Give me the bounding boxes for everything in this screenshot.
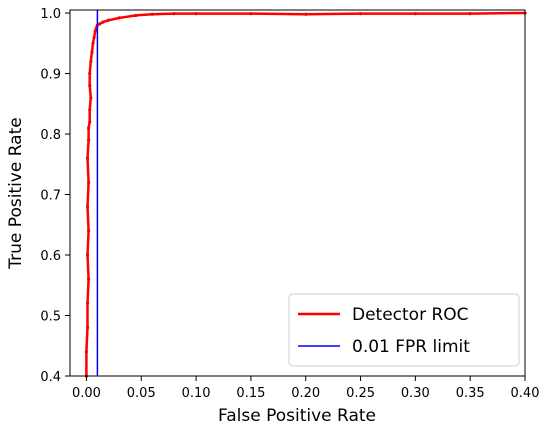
data-point [358, 12, 363, 16]
legend-label-detector-roc: Detector ROC [352, 305, 469, 325]
x-tick-label: 0.05 [127, 386, 156, 401]
x-axis-title: False Positive Rate [218, 406, 376, 426]
data-point [93, 29, 97, 33]
y-axis-title: True Positive Rate [6, 117, 26, 269]
data-point [98, 22, 102, 26]
plot-layer [84, 10, 527, 378]
data-point [134, 13, 138, 18]
y-tick-label: 0.4 [40, 370, 61, 385]
data-point [87, 229, 91, 233]
data-point [88, 71, 92, 76]
data-point [117, 16, 121, 20]
x-tick-label: 0.35 [456, 386, 485, 401]
data-point [413, 12, 417, 16]
data-point [85, 326, 90, 330]
data-point [87, 138, 91, 142]
y-tick-label: 0.7 [40, 189, 61, 204]
legend: Detector ROC 0.01 FPR limit [288, 293, 520, 367]
data-point [87, 277, 91, 281]
y-axis-ticks: 0.4 0.5 0.6 0.7 0.8 0.9 1.0 [40, 7, 70, 385]
y-tick-label: 0.8 [40, 128, 61, 143]
x-tick-label: 0.00 [72, 386, 101, 401]
y-tick-label: 0.5 [40, 310, 61, 325]
y-tick-label: 0.6 [40, 249, 61, 264]
data-point [304, 12, 308, 16]
data-point [88, 108, 92, 112]
data-point [85, 253, 90, 257]
x-tick-label: 0.30 [401, 386, 430, 401]
data-point [85, 156, 90, 160]
data-point [150, 12, 154, 16]
data-point [194, 12, 198, 16]
y-tick-label: 0.9 [40, 68, 61, 83]
legend-box [288, 293, 520, 367]
data-point [468, 12, 472, 16]
data-point [101, 20, 105, 24]
data-point [90, 50, 94, 54]
data-point [87, 126, 91, 130]
data-point [249, 12, 253, 16]
data-point [89, 59, 93, 64]
data-point [85, 205, 90, 209]
data-point [92, 35, 96, 39]
series-line-0 [85, 11, 526, 376]
plot-frame [69, 9, 526, 377]
data-point [88, 120, 92, 124]
data-point [172, 12, 176, 16]
x-tick-label: 0.15 [236, 386, 265, 401]
data-point [88, 84, 92, 88]
data-point [87, 180, 91, 185]
data-point [85, 301, 90, 306]
x-tick-label: 0.40 [511, 386, 540, 401]
data-point [89, 96, 93, 100]
y-tick-label: 1.0 [40, 7, 61, 22]
data-point [106, 18, 110, 22]
x-tick-label: 0.25 [346, 386, 375, 401]
data-point [84, 350, 89, 354]
x-tick-label: 0.10 [182, 386, 211, 401]
legend-label-fpr-limit: 0.01 FPR limit [352, 337, 470, 357]
x-tick-label: 0.20 [291, 386, 320, 401]
x-axis-ticks: 0.00 0.05 0.10 0.15 0.20 0.25 0.30 0.35 0.40 [72, 376, 540, 401]
data-point [91, 41, 95, 45]
